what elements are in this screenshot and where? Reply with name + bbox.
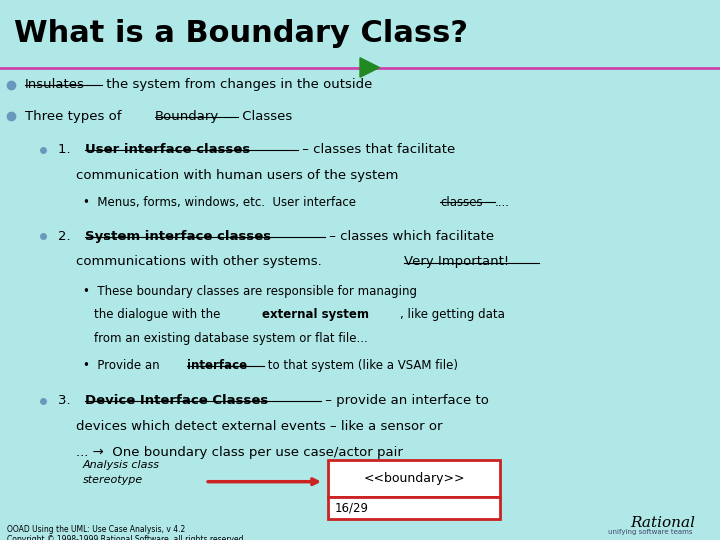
Text: – classes that facilitate: – classes that facilitate xyxy=(298,143,455,156)
Text: Analysis class: Analysis class xyxy=(83,460,160,470)
Text: Three types of: Three types of xyxy=(25,110,126,123)
Text: , like getting data: , like getting data xyxy=(400,308,505,321)
Text: Insulates: Insulates xyxy=(25,78,85,91)
Bar xyxy=(328,460,500,497)
Text: 3.: 3. xyxy=(58,394,78,407)
Text: 1.: 1. xyxy=(58,143,78,156)
Text: •  Menus, forms, windows, etc.  User interface: • Menus, forms, windows, etc. User inter… xyxy=(83,196,359,209)
Text: •  Provide an: • Provide an xyxy=(83,359,163,372)
Text: ....: .... xyxy=(495,196,510,209)
Bar xyxy=(328,497,500,519)
Text: Rational: Rational xyxy=(630,516,695,530)
Text: – classes which facilitate: – classes which facilitate xyxy=(325,230,494,242)
Polygon shape xyxy=(360,58,379,77)
Text: ... →  One boundary class per use case/actor pair: ... → One boundary class per use case/ac… xyxy=(76,446,402,459)
Text: Boundary: Boundary xyxy=(156,110,220,123)
Text: <<boundary>>: <<boundary>> xyxy=(364,472,464,485)
Text: •  These boundary classes are responsible for managing: • These boundary classes are responsible… xyxy=(83,285,417,298)
Text: OOAD Using the UML: Use Case Analysis, v 4.2
Copyright © 1998-1999 Rational Soft: OOAD Using the UML: Use Case Analysis, v… xyxy=(7,525,243,540)
Text: User interface classes: User interface classes xyxy=(85,143,250,156)
Text: classes: classes xyxy=(440,196,482,209)
Text: interface: interface xyxy=(186,359,247,372)
Text: communications with other systems.: communications with other systems. xyxy=(76,255,330,268)
Text: System interface classes: System interface classes xyxy=(85,230,271,242)
Text: Very Important!: Very Important! xyxy=(404,255,509,268)
Text: from an existing database system or flat file...: from an existing database system or flat… xyxy=(94,332,367,345)
Text: Device Interface Classes: Device Interface Classes xyxy=(85,394,268,407)
Text: external system: external system xyxy=(261,308,369,321)
Text: to that system (like a VSAM file): to that system (like a VSAM file) xyxy=(264,359,458,372)
Text: – provide an interface to: – provide an interface to xyxy=(321,394,489,407)
Text: 16/29: 16/29 xyxy=(335,502,369,515)
Text: Classes: Classes xyxy=(238,110,292,123)
Text: communication with human users of the system: communication with human users of the sy… xyxy=(76,169,398,182)
Text: What is a Boundary Class?: What is a Boundary Class? xyxy=(14,19,469,48)
Text: the system from changes in the outside: the system from changes in the outside xyxy=(102,78,373,91)
Text: unifying software teams: unifying software teams xyxy=(608,529,693,535)
Text: stereotype: stereotype xyxy=(83,475,143,485)
Text: devices which detect external events – like a sensor or: devices which detect external events – l… xyxy=(76,420,442,433)
Text: the dialogue with the: the dialogue with the xyxy=(94,308,224,321)
Text: 2.: 2. xyxy=(58,230,78,242)
